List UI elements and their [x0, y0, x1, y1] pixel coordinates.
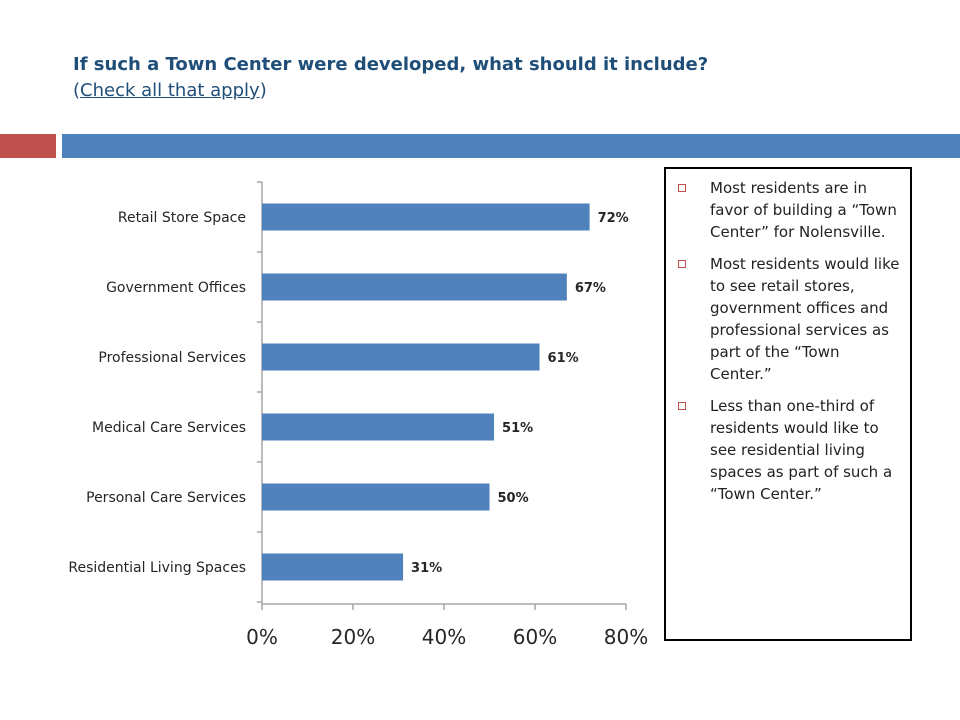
note-bullet: Most residents are in favor of building …	[676, 177, 902, 243]
note-text: Most residents are in favor of building …	[710, 179, 897, 241]
bar	[262, 343, 540, 371]
page-title: If such a Town Center were developed, wh…	[73, 52, 893, 104]
note-text: Most residents would like to see retail …	[710, 255, 900, 383]
data-label: 72%	[598, 211, 629, 226]
category-label: Government Offices	[106, 280, 246, 296]
title-paren-close: )	[259, 80, 267, 101]
x-tick-label: 40%	[422, 625, 466, 649]
bar	[262, 203, 590, 231]
accent-bar-blue	[62, 134, 960, 158]
title-line-2: (Check all that apply)	[73, 78, 893, 104]
category-label: Personal Care Services	[86, 490, 246, 506]
data-label: 31%	[411, 561, 442, 576]
category-label: Medical Care Services	[92, 420, 246, 436]
notes-panel: Most residents are in favor of building …	[664, 167, 912, 641]
bar	[262, 273, 567, 301]
bar	[262, 413, 495, 441]
x-tick-label: 20%	[331, 625, 375, 649]
bar-chart: 0% 20% 40% 60% 80% Retail Store Space 72% Gover…	[68, 181, 648, 649]
accent-bar-red	[0, 134, 56, 158]
x-tick-label: 0%	[246, 625, 278, 649]
square-bullet-icon	[678, 402, 686, 410]
data-label: 51%	[502, 421, 533, 436]
note-bullet: Most residents would like to see retail …	[676, 253, 902, 385]
data-label: 50%	[498, 491, 529, 506]
data-label: 61%	[548, 351, 579, 366]
bar	[262, 483, 490, 511]
data-label: 67%	[575, 281, 606, 296]
note-bullet: Less than one-third of residents would l…	[676, 395, 902, 505]
check-all-link[interactable]: Check all that apply	[80, 80, 260, 101]
category-label: Residential Living Spaces	[68, 560, 246, 576]
title-line-1: If such a Town Center were developed, wh…	[73, 54, 709, 75]
category-label: Professional Services	[98, 350, 246, 366]
notes-list: Most residents are in favor of building …	[676, 177, 902, 505]
square-bullet-icon	[678, 184, 686, 192]
x-tick-label: 60%	[513, 625, 557, 649]
category-label: Retail Store Space	[118, 210, 246, 226]
bar	[262, 553, 404, 581]
square-bullet-icon	[678, 260, 686, 268]
note-text: Less than one-third of residents would l…	[710, 397, 893, 503]
x-tick-label: 80%	[604, 625, 648, 649]
title-paren-open: (	[73, 80, 81, 101]
